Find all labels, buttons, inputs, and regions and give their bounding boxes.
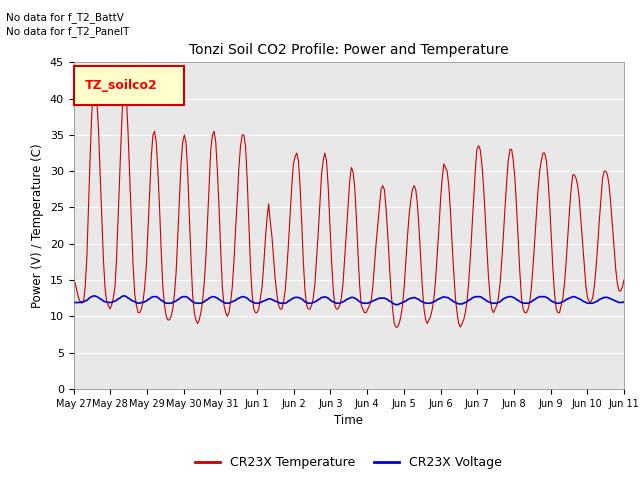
Text: TZ_soilco2: TZ_soilco2 — [84, 79, 157, 92]
X-axis label: Time: Time — [334, 414, 364, 427]
Legend: CR23X Temperature, CR23X Voltage: CR23X Temperature, CR23X Voltage — [190, 451, 508, 474]
Text: No data for f_T2_BattV: No data for f_T2_BattV — [6, 12, 124, 23]
Title: Tonzi Soil CO2 Profile: Power and Temperature: Tonzi Soil CO2 Profile: Power and Temper… — [189, 43, 509, 57]
Text: No data for f_T2_PanelT: No data for f_T2_PanelT — [6, 26, 130, 37]
FancyBboxPatch shape — [74, 66, 184, 105]
Y-axis label: Power (V) / Temperature (C): Power (V) / Temperature (C) — [31, 144, 44, 308]
